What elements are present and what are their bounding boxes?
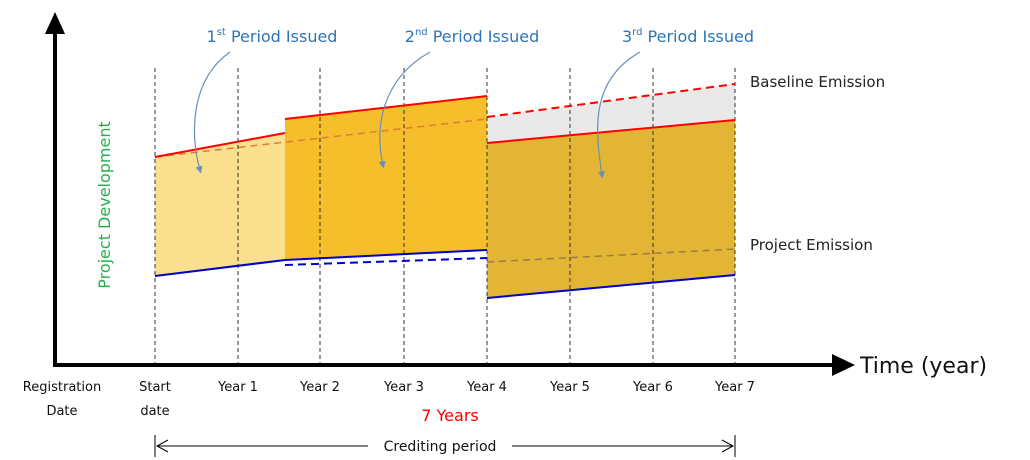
baseline-line-2 (284, 95, 488, 120)
baseline-line-3 (486, 119, 736, 144)
baseline-line-1 (154, 132, 286, 158)
period-1-label: 1st Period Issued (207, 27, 338, 46)
y-axis-arrowhead-icon (45, 12, 65, 34)
period-2-label: 2nd Period Issued (405, 27, 539, 46)
x-axis-arrowhead-icon (832, 354, 855, 376)
tick-start-line1: Start (139, 380, 171, 395)
period-3-label: 3rd Period Issued (622, 27, 754, 46)
period-1-pointer-arrow-icon (193, 51, 231, 174)
tick-registration-line2: Date (46, 404, 77, 419)
y-axis-title: Project Development (95, 121, 114, 289)
period-3-region (487, 120, 735, 298)
project-dashed-extension (284, 257, 488, 266)
baseline-dashed-extension (486, 83, 736, 118)
crediting-period-span (154, 435, 736, 457)
tick-year-3: Year 3 (383, 380, 424, 395)
crediting-left-arrow-icon (155, 439, 169, 453)
duration-label: 7 Years (421, 406, 478, 425)
period-2-pointer-arrow-icon (378, 51, 431, 169)
tick-year-4: Year 4 (466, 380, 507, 395)
project-projection-dash (486, 248, 736, 263)
period-1-region (155, 133, 285, 276)
period-3-pointer-arrow-icon (597, 51, 641, 179)
baseline-emission-label: Baseline Emission (750, 73, 885, 91)
x-axis-title: Time (year) (859, 354, 987, 379)
tick-registration-line1: Registration (23, 380, 101, 395)
crediting-period-label: Crediting period (384, 439, 497, 455)
project-line-2 (284, 249, 488, 261)
reduction-gap-region (487, 84, 735, 143)
tick-year-1: Year 1 (217, 380, 258, 395)
tick-year-7: Year 7 (714, 380, 755, 395)
period-2-region (285, 96, 487, 260)
baseline-projection-dash (154, 118, 488, 158)
tick-year-5: Year 5 (549, 380, 590, 395)
project-line-3 (486, 274, 736, 299)
crediting-right-arrow-icon (721, 439, 735, 453)
year-gridlines (154, 68, 736, 365)
project-emission-label: Project Emission (750, 236, 873, 254)
tick-start-line2: date (140, 404, 169, 419)
tick-year-2: Year 2 (299, 380, 340, 395)
tick-year-6: Year 6 (632, 380, 673, 395)
project-line-1 (154, 259, 286, 277)
